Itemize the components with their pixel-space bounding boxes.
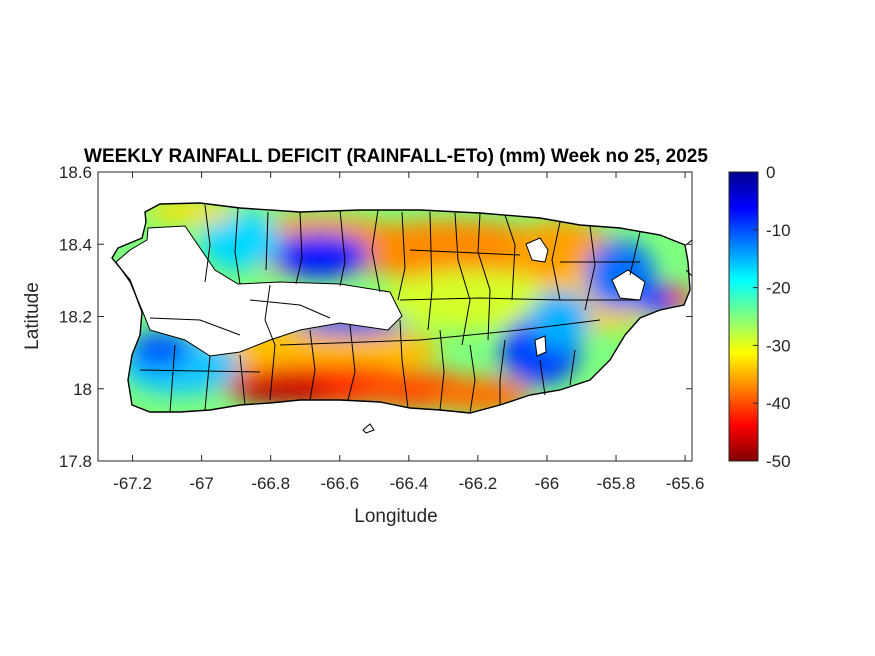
x-tick-label: -66.8 xyxy=(251,474,290,493)
no-data-lake-2 xyxy=(611,269,646,301)
y-tick-label: 18 xyxy=(73,380,92,399)
colorbar-tick-label: -50 xyxy=(766,452,791,471)
y-tick-label: 18.2 xyxy=(59,308,92,327)
colorbar-tick-label: -20 xyxy=(766,279,791,298)
y-tick-label: 18.4 xyxy=(59,235,92,254)
map-title: WEEKLY RAINFALL DEFICIT (RAINFALL-ETo) (… xyxy=(84,146,708,167)
colorbar-tick-label: -30 xyxy=(766,336,791,355)
x-tick-label: -67 xyxy=(189,474,214,493)
x-tick-label: -66.2 xyxy=(459,474,498,493)
y-tick-label: 18.6 xyxy=(59,163,92,182)
y-axis-label: Latitude xyxy=(22,282,43,350)
x-axis-label: Longitude xyxy=(354,506,437,527)
colorbar xyxy=(728,171,759,462)
x-tick-label: -67.2 xyxy=(113,474,152,493)
colorbar-ticks: 0 -10 -20 -30 -40 -50 xyxy=(753,163,791,471)
no-data-areas xyxy=(115,225,646,357)
x-tick-label: -66 xyxy=(535,474,560,493)
x-tick-label: -66.6 xyxy=(320,474,359,493)
y-axis: 17.8 18 18.2 18.4 18.6 xyxy=(59,163,692,471)
x-tick-label: -66.4 xyxy=(389,474,428,493)
y-tick-label: 17.8 xyxy=(59,452,92,471)
x-tick-label: -65.8 xyxy=(597,474,636,493)
colorbar-tick-label: 0 xyxy=(766,163,775,182)
x-tick-label: -65.6 xyxy=(666,474,705,493)
colorbar-tick-label: -40 xyxy=(766,394,791,413)
x-axis: -67.2 -67 -66.8 -66.6 -66.4 -66.2 -66 -65.8 -65.… xyxy=(113,172,704,493)
municipality-boundaries xyxy=(111,202,691,414)
no-data-lake-3 xyxy=(534,335,547,357)
no-data-lake-1 xyxy=(525,237,549,263)
colorbar-tick-label: -10 xyxy=(766,221,791,240)
